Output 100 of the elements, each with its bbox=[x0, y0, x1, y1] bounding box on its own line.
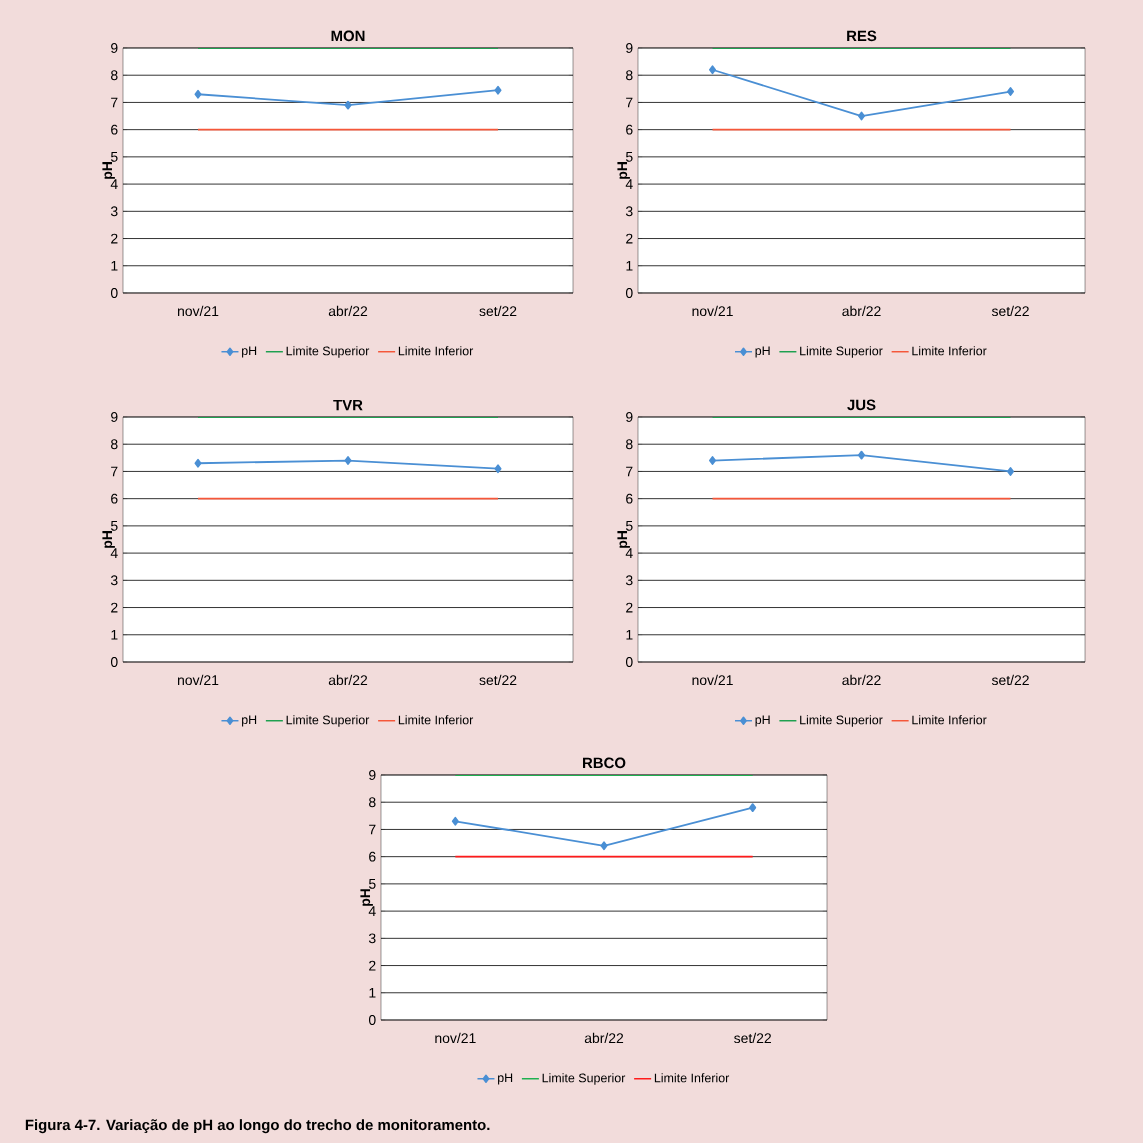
point bbox=[708, 65, 717, 75]
y-tick-label: 0 bbox=[368, 1015, 376, 1025]
y-tick-label: 3 bbox=[625, 206, 633, 217]
legend-label: Limite Superior bbox=[800, 715, 883, 727]
y-axis-title: pH bbox=[102, 531, 115, 548]
y-tick-label: 8 bbox=[626, 70, 633, 81]
y-tick-label: 1 bbox=[111, 260, 118, 271]
point bbox=[494, 85, 502, 95]
y-tick-label: 7 bbox=[626, 466, 633, 477]
x-tick-label: abr/22 bbox=[842, 305, 881, 317]
legend-label: Limite Superior bbox=[542, 1073, 626, 1085]
legend-label: Limite Superior bbox=[800, 346, 883, 358]
y-tick-label: 1 bbox=[111, 629, 118, 640]
legend-label: pH bbox=[498, 1073, 513, 1085]
y-tick-label: 3 bbox=[625, 575, 633, 586]
y-tick-label: 9 bbox=[626, 412, 633, 422]
legend-label: Limite Inferior bbox=[398, 346, 474, 356]
legend-label: pH bbox=[242, 346, 257, 358]
legend-label: Limite Inferior bbox=[654, 1073, 730, 1083]
point bbox=[344, 100, 352, 110]
point bbox=[708, 456, 717, 465]
y-tick-label: 0 bbox=[625, 288, 633, 298]
legend-label: pH bbox=[242, 715, 257, 727]
x-tick-label: set/22 bbox=[991, 674, 1029, 686]
x-tick-label: nov/21 bbox=[177, 674, 219, 686]
x-tick-label: set/22 bbox=[479, 674, 517, 686]
y-tick-label: 0 bbox=[625, 657, 633, 667]
y-tick-label: 7 bbox=[369, 824, 376, 835]
y-tick-label: 8 bbox=[626, 439, 633, 450]
y-tick-label: 1 bbox=[369, 987, 376, 998]
legend-label: Limite Inferior bbox=[398, 715, 474, 725]
chart-title: MON bbox=[331, 30, 365, 42]
text: Figura 4-7. Variação de pH ao longo do trecho de monitoramento. bbox=[25, 1119, 490, 1134]
y-tick-label: 8 bbox=[111, 70, 118, 81]
y-tick-label: 6 bbox=[111, 493, 118, 504]
legend-label: Limite Superior bbox=[286, 346, 370, 358]
y-tick-label: 9 bbox=[626, 43, 633, 53]
y-tick-label: 4 bbox=[110, 179, 118, 189]
x-tick-label: set/22 bbox=[991, 305, 1029, 317]
y-tick-label: 7 bbox=[111, 97, 118, 108]
x-tick-label: nov/21 bbox=[177, 305, 219, 317]
point bbox=[1006, 87, 1015, 96]
point bbox=[749, 803, 757, 813]
legend-label: pH bbox=[755, 715, 770, 727]
y-tick-label: 5 bbox=[625, 152, 633, 162]
y-tick-label: 4 bbox=[368, 906, 376, 916]
y-tick-label: 6 bbox=[626, 124, 633, 135]
x-tick-label: nov/21 bbox=[435, 1032, 476, 1044]
x-tick-label: set/22 bbox=[734, 1032, 771, 1044]
y-tick-label: 3 bbox=[110, 575, 118, 586]
y-tick-label: 5 bbox=[625, 521, 633, 531]
chart-title: JUS bbox=[847, 399, 876, 411]
y-tick-label: 3 bbox=[110, 206, 118, 217]
legend-label: Limite Superior bbox=[286, 715, 370, 727]
legend-label: Limite Inferior bbox=[912, 346, 987, 356]
point bbox=[857, 111, 866, 121]
y-tick-label: 9 bbox=[111, 43, 118, 53]
y-tick-label: 3 bbox=[368, 933, 376, 944]
y-tick-label: 4 bbox=[625, 548, 633, 558]
y-tick-label: 2 bbox=[111, 233, 118, 244]
y-tick-label: 2 bbox=[626, 233, 633, 244]
y-axis-title: pH bbox=[617, 531, 630, 548]
point bbox=[194, 89, 202, 99]
y-tick-label: 8 bbox=[369, 797, 376, 808]
y-tick-label: 2 bbox=[626, 602, 633, 613]
y-axis-title: pH bbox=[102, 162, 115, 179]
y-tick-label: 4 bbox=[625, 179, 633, 189]
point bbox=[857, 450, 866, 460]
x-tick-label: nov/21 bbox=[692, 674, 733, 686]
x-tick-label: abr/22 bbox=[328, 674, 368, 686]
y-tick-label: 6 bbox=[626, 493, 633, 504]
y-tick-label: 5 bbox=[368, 879, 376, 889]
x-tick-label: set/22 bbox=[479, 305, 517, 317]
x-tick-label: abr/22 bbox=[584, 1032, 624, 1044]
x-tick-label: abr/22 bbox=[842, 674, 881, 686]
point bbox=[600, 841, 608, 851]
y-tick-label: 1 bbox=[626, 629, 633, 640]
y-axis-title: pH bbox=[617, 162, 630, 179]
y-tick-label: 6 bbox=[369, 851, 376, 862]
y-tick-label: 8 bbox=[111, 439, 118, 450]
y-tick-label: 5 bbox=[110, 521, 118, 531]
point bbox=[451, 816, 459, 826]
y-tick-label: 2 bbox=[111, 602, 118, 613]
y-tick-label: 7 bbox=[111, 466, 118, 477]
y-tick-label: 7 bbox=[626, 97, 633, 108]
y-axis-title: pH bbox=[360, 889, 373, 906]
y-tick-label: 9 bbox=[111, 412, 118, 422]
legend-label: pH bbox=[755, 346, 770, 358]
chart-title: RES bbox=[847, 30, 877, 42]
y-tick-label: 5 bbox=[110, 152, 118, 162]
y-tick-label: 4 bbox=[110, 548, 118, 558]
legend-label: Limite Inferior bbox=[912, 715, 987, 725]
y-tick-label: 6 bbox=[111, 124, 118, 135]
x-tick-label: nov/21 bbox=[692, 305, 733, 317]
y-tick-label: 1 bbox=[626, 260, 633, 271]
x-tick-label: abr/22 bbox=[328, 305, 368, 317]
point bbox=[1006, 467, 1015, 476]
y-tick-label: 0 bbox=[110, 288, 118, 298]
y-tick-label: 0 bbox=[110, 657, 118, 667]
y-tick-label: 9 bbox=[369, 770, 376, 780]
